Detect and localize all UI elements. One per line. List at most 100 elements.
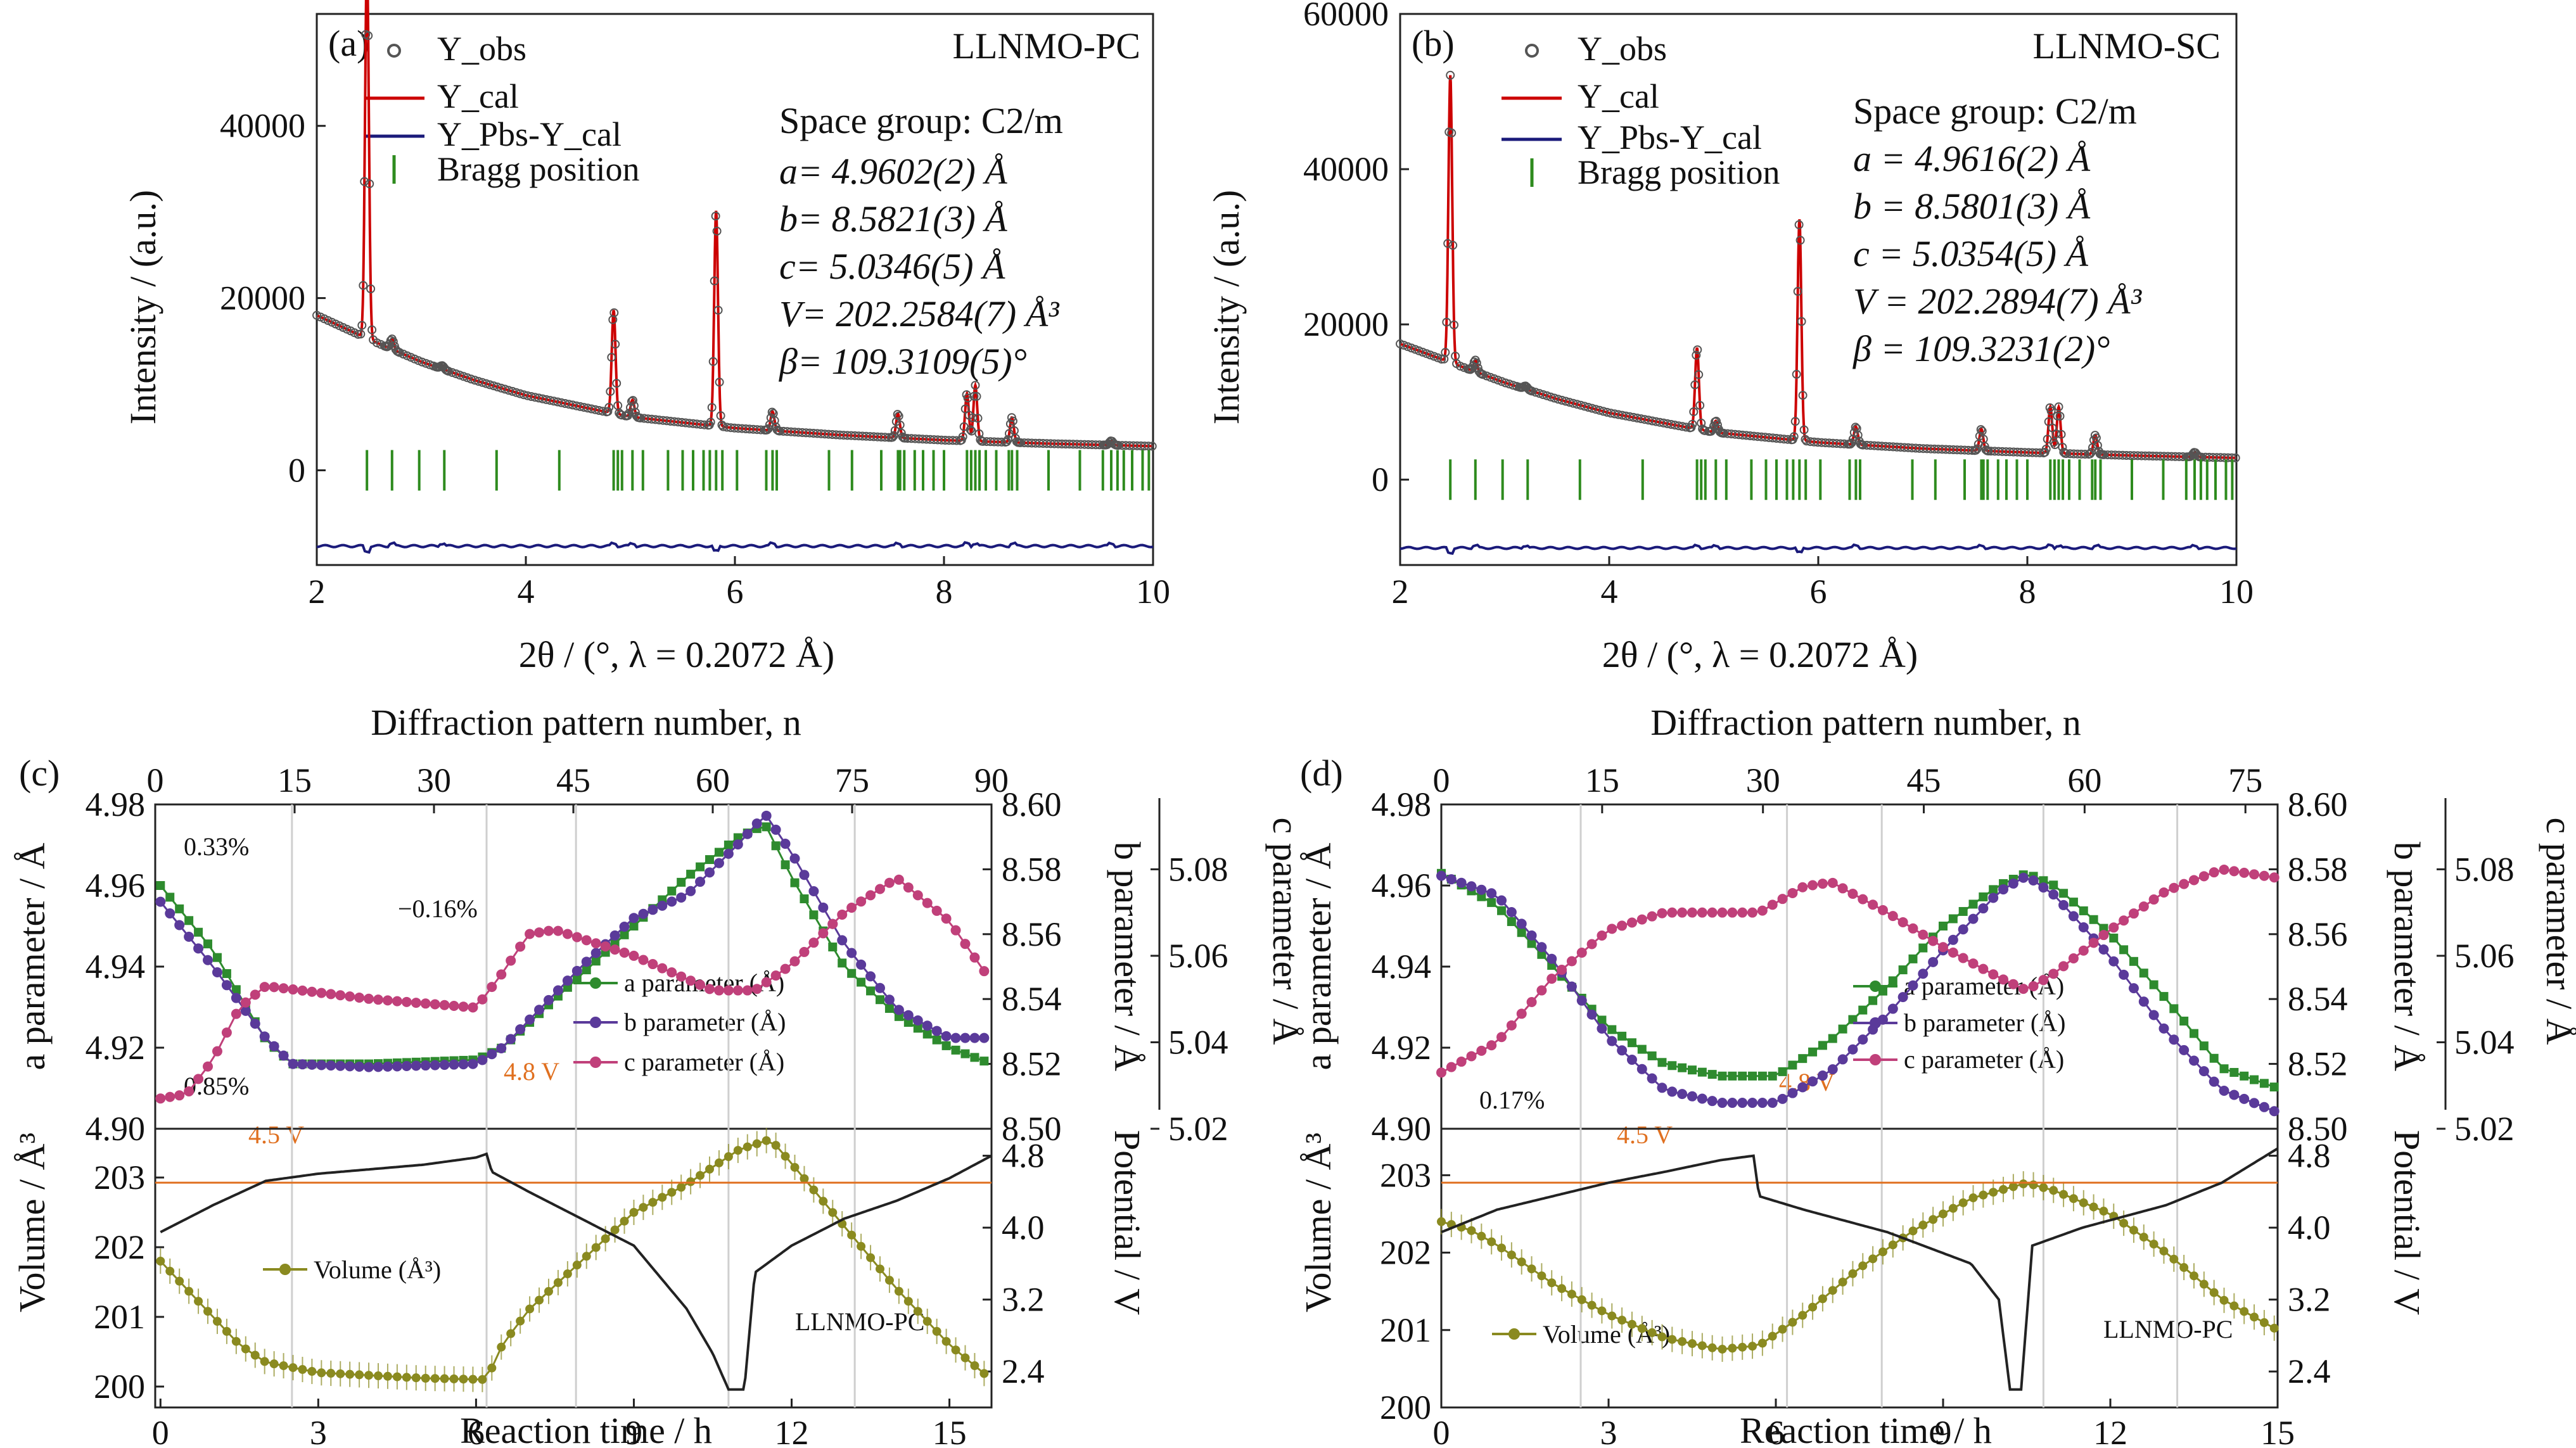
volume-tick-label: 202 [94,1228,145,1266]
yobs-point [1443,239,1453,248]
yobs-point [971,381,980,390]
x-tick-label: 4 [518,573,535,611]
yobs-point [770,416,779,425]
top-x-tick-label: 45 [556,761,590,799]
panel-a-label: (a) [328,23,369,64]
y-tick-label: 20000 [220,279,305,317]
yobs-point [1792,369,1801,379]
yobs-point [1448,241,1458,250]
yobs-point [889,431,898,440]
yobs-point [1801,435,1810,444]
yobs-point [1456,362,1465,371]
yobs-point [1439,354,1449,364]
yobs-point [1144,441,1153,451]
yobs-point [356,329,366,339]
x-tick-label: 9 [1935,1414,1952,1448]
c-param-point [155,1093,166,1104]
top-x-tick-label: 75 [2228,761,2262,799]
b-tick-label: 8.60 [1002,785,1062,823]
panel-b-annotation: c = 5.0354(5) Å [1853,233,2089,274]
panel-d-top-xlabel: Diffraction pattern number, n [1650,702,2081,743]
yobs-point [1446,70,1455,80]
yobs-point [1410,345,1420,354]
a-tick-label: 4.96 [1372,867,1432,905]
volume-tick-label: 200 [1380,1388,1431,1426]
a-tick-label: 4.92 [86,1029,146,1067]
panel-c-annotation: LLNMO-PC [795,1307,924,1336]
panel-d-lattice-legend: a parameter (Å) b parameter (Å) c parame… [1543,972,2065,1349]
y-tick-label: 0 [288,451,305,489]
y-tick-label: 60000 [1303,0,1389,33]
panel-a-annotation: c= 5.0346(5) Å [779,246,1005,287]
panel-c-xlabel: Reaction time / h [460,1410,712,1448]
x-tick-label: 4 [1601,573,1618,611]
yobs-point [1478,370,1488,379]
yobs-point [2044,417,2053,426]
c-param-series [155,874,990,1104]
volume-point [2269,1323,2279,1333]
ycal-line [1400,75,2236,459]
c-tick-label: 5.02 [1168,1110,1228,1148]
yobs-point [894,411,903,421]
yobs-point [1008,416,1017,426]
yobs-point [360,177,369,186]
c-tick-label: 5.04 [1168,1023,1228,1061]
x-tick-label: 6 [1768,1414,1785,1448]
panel-c-annotation: 4.8 V [504,1057,559,1086]
yobs-point [1441,348,1450,357]
panel-d-annotation: LLNMO-PC [2103,1315,2233,1343]
yobs-point [366,284,376,293]
panel-b-annotation: Space group: C2/m [1853,91,2137,132]
panel-d-annotations: 0.17% 4.8 V 4.5 V LLNMO-PC [1479,1068,2233,1343]
yobs-point [1486,372,1495,382]
yobs-point [967,426,976,436]
panel-c-annotation: 0.33% [184,832,249,861]
volume-series [156,1127,989,1392]
legend-marker [279,1264,291,1275]
yobs-point [455,371,464,380]
yobs-point [598,407,608,416]
x-tick-label: 2 [309,573,326,611]
potential-tick-label: 3.2 [2288,1281,2331,1319]
x-tick-label: 0 [1433,1414,1450,1448]
a-param-line [160,825,985,1065]
yobs-point [1689,407,1699,417]
b-param-series [155,810,990,1072]
c-param-series [1436,864,2280,1078]
panel-d-xlabel: Reaction time / h [1740,1410,1992,1448]
yobs-point [364,31,373,41]
yobs-point [958,432,967,441]
yobs-point [2050,440,2060,449]
yobs-point [1005,429,1014,438]
yobs-point [1414,346,1424,355]
panel-a-ylabel: Intensity / (a.u.) [122,190,163,424]
yobs-point [1450,321,1459,329]
yobs-point [459,372,468,381]
yobs-point [609,308,619,317]
panel-d-potential-ylabel: Potential / V [2387,1130,2428,1315]
x-tick-label: 3 [1600,1414,1617,1448]
yobs-point [1399,341,1408,350]
yobs-point [365,179,374,189]
b-tick-label: 8.52 [1002,1045,1062,1083]
yobs-point [1967,446,1977,455]
top-x-tick-label: 75 [835,761,869,799]
legend-diff: Y_Pbs-Y_cal [1578,118,1762,156]
b-param-series [1436,870,2280,1117]
yobs-point [708,357,718,366]
yobs-point [625,409,634,418]
panel-d-marks: 0 15 30 45 60 75 0 3 6 9 12 15 4.90 4.92 4.94 4.96 4.98 8… [1372,761,2515,1448]
yobs-point [1403,342,1412,352]
yobs-point [710,276,719,286]
legend-c-param: c parameter (Å) [1904,1045,2064,1074]
c-tick-label: 5.02 [2454,1110,2515,1148]
yobs-point [1794,220,1804,229]
yobs-point [607,353,616,362]
yobs-point [706,417,715,427]
x-tick-label: 12 [775,1414,809,1448]
a-tick-label: 4.98 [86,785,146,823]
panel-d: Diffraction pattern number, n (d) Reacti… [1298,702,2576,1448]
yobs-point [1712,416,1721,426]
ydiff-line [1400,543,2237,556]
a-param-point [2269,1083,2279,1092]
